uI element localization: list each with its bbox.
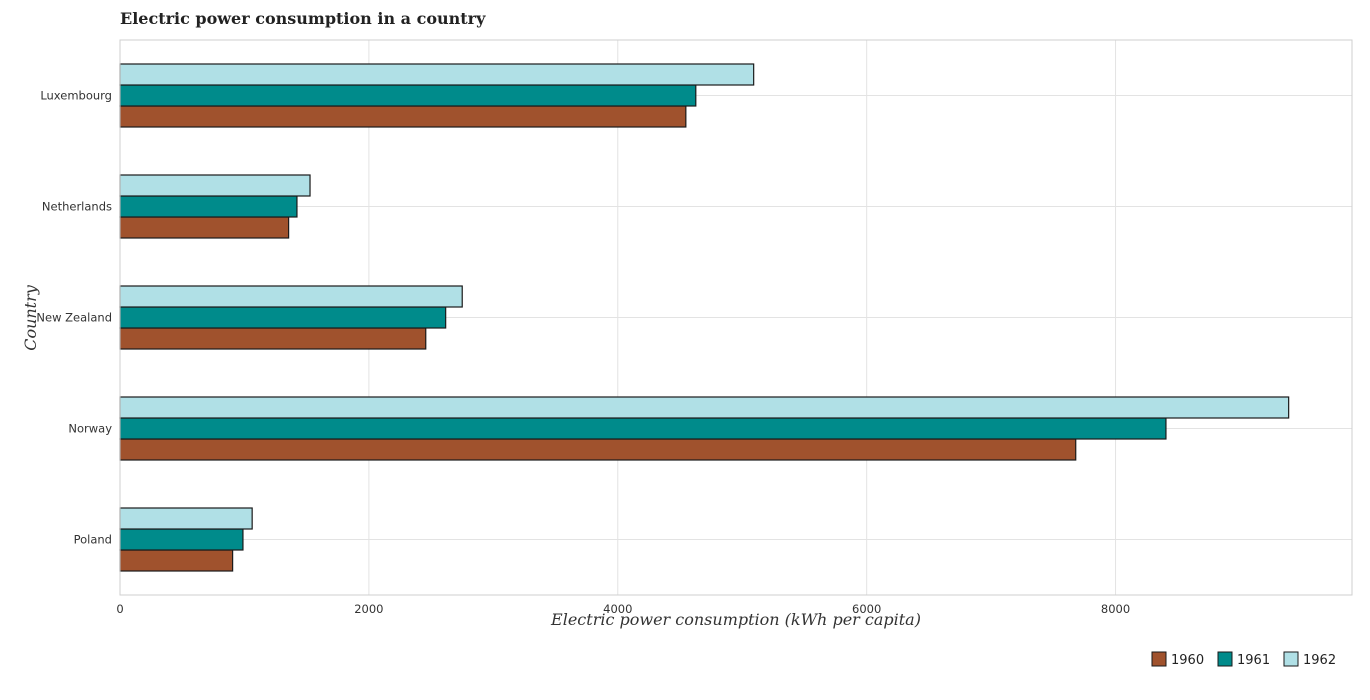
plot-frame (119, 39, 1353, 596)
legend-swatch (1283, 651, 1299, 667)
x-tick-label: 6000 (852, 602, 881, 616)
y-tick-label: New Zealand (36, 311, 112, 325)
bar-1961-poland (119, 528, 244, 551)
x-tick-label: 2000 (354, 602, 383, 616)
bar-1960-norway (119, 438, 1077, 461)
y-tick-label: Netherlands (42, 200, 112, 214)
bar-1961-netherlands (119, 195, 298, 218)
bar-1961-luxembourg (119, 84, 697, 107)
y-axis-label: Country (21, 284, 40, 351)
bar-1962-luxembourg (119, 63, 755, 86)
bar-1960-netherlands (119, 216, 290, 239)
bar-1960-poland (119, 549, 234, 572)
bar-1960-new-zealand (119, 327, 427, 350)
chart-title: Electric power consumption in a country (120, 9, 486, 28)
x-axis-label: Electric power consumption (kWh per capi… (550, 610, 921, 629)
x-tick-label: 8000 (1101, 602, 1130, 616)
bars (119, 63, 1290, 572)
y-tick-label: Norway (68, 422, 112, 436)
bar-1962-poland (119, 507, 253, 530)
legend-label: 1960 (1171, 653, 1204, 668)
x-tick-label: 0 (116, 602, 123, 616)
legend-swatch (1151, 651, 1167, 667)
legend-swatch (1217, 651, 1233, 667)
legend-label: 1962 (1303, 653, 1336, 668)
bar-1962-netherlands (119, 174, 311, 197)
bar-1962-norway (119, 396, 1290, 419)
y-tick-label: Poland (74, 533, 112, 547)
x-tick-label: 4000 (603, 602, 632, 616)
bar-1961-new-zealand (119, 306, 447, 329)
x-ticks: 0 2000 4000 6000 8000 (116, 602, 1130, 616)
bar-1962-new-zealand (119, 285, 463, 308)
legend: 1960 1961 1962 (1151, 651, 1336, 668)
y-ticks: Luxembourg Netherlands New Zealand Norway Po… (36, 89, 112, 547)
bar-1960-luxembourg (119, 105, 687, 128)
legend-label: 1961 (1237, 653, 1270, 668)
y-tick-label: Luxembourg (40, 89, 112, 103)
bar-1961-norway (119, 417, 1167, 440)
